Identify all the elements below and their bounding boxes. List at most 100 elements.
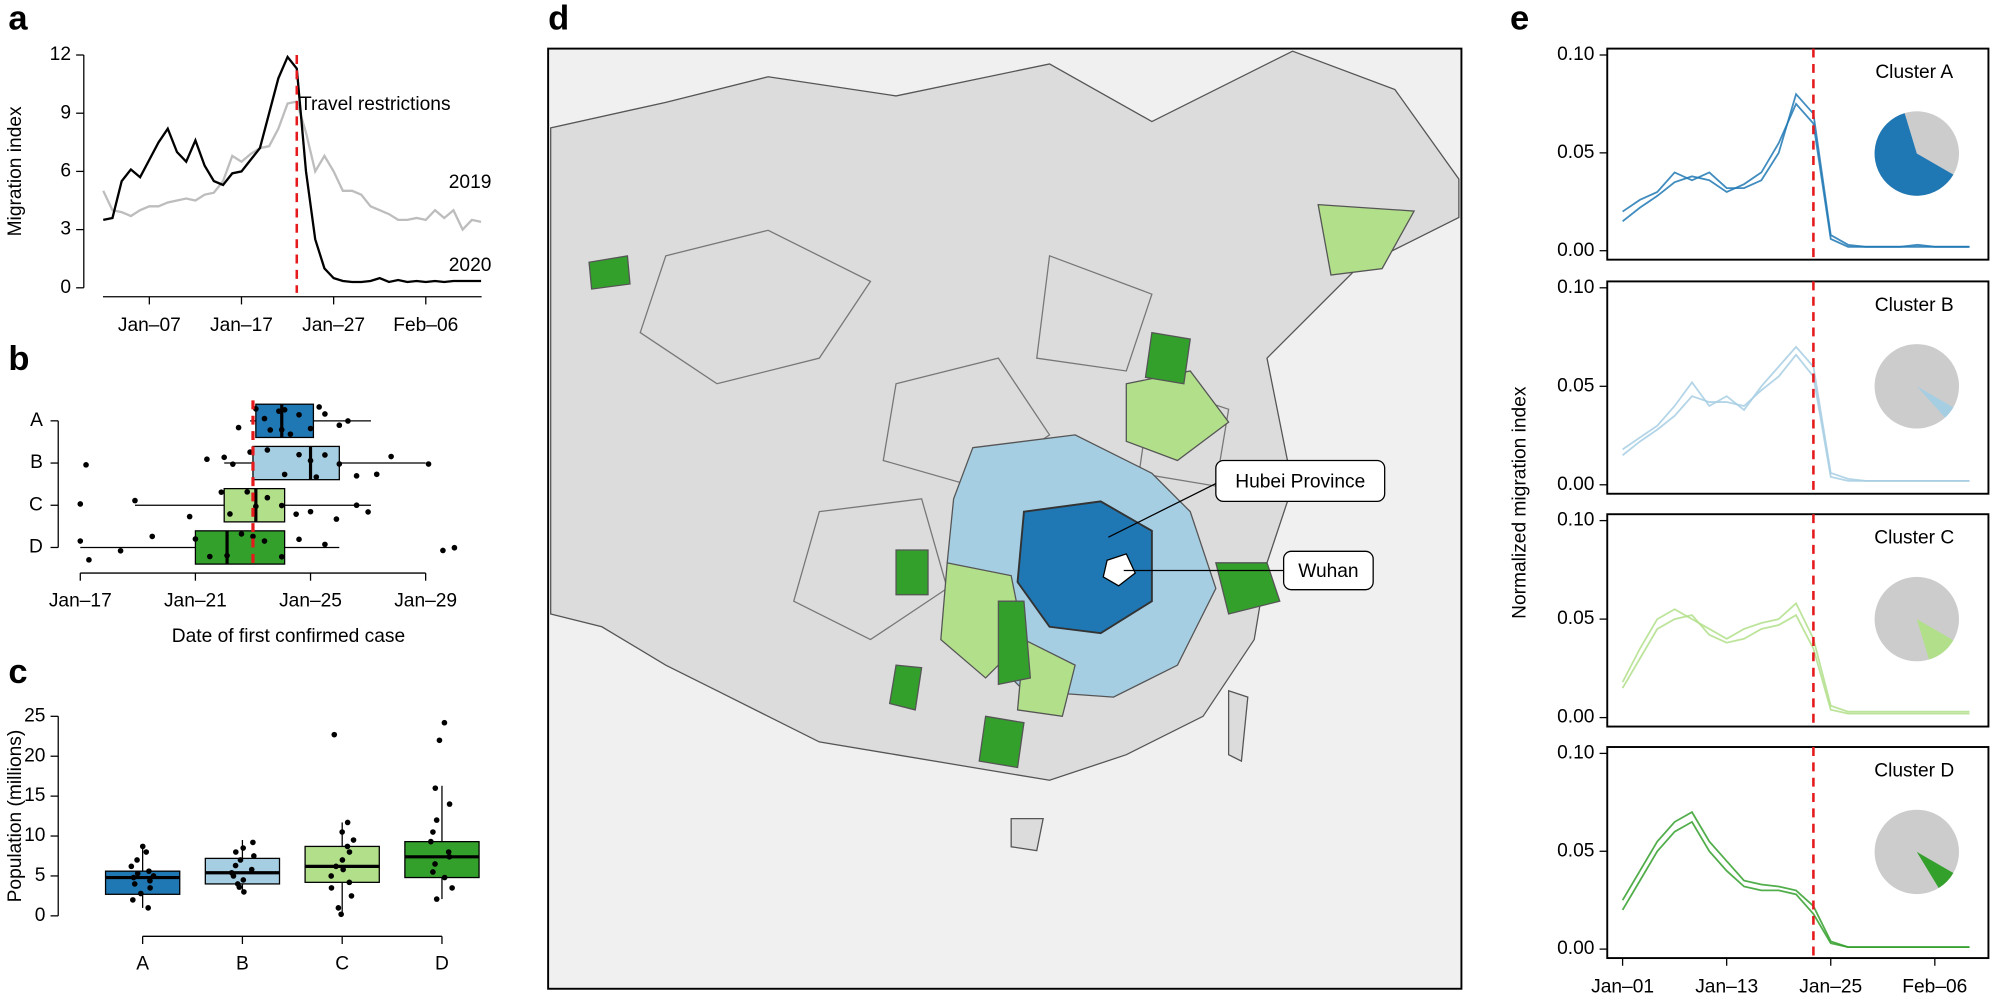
data-point [365,509,371,515]
series-line [1621,601,1970,713]
data-point [261,538,268,544]
panel-letter: d [548,0,569,38]
series-line [1622,353,1970,482]
x-tick-label: Jan–21 [164,590,227,611]
panel-frame [1606,280,1990,495]
series-label: 2019 [449,172,492,193]
data-point [130,874,137,881]
y-tick-label: 3 [60,219,71,240]
data-point [338,911,344,918]
data-point [287,431,294,437]
data-point [204,456,210,463]
data-point [322,541,328,548]
region-hubei [1016,500,1153,635]
data-point [350,837,357,843]
pie-slice [1916,386,1954,418]
data-point [346,879,353,886]
data-point [281,406,288,413]
data-point [218,489,225,495]
data-point [340,866,346,873]
panel-letter: e [1510,0,1529,38]
data-point [344,843,351,850]
data-point [130,897,136,903]
y-tick-label: 0.10 [1557,277,1594,298]
data-point [428,838,434,845]
data-point [137,890,144,897]
data-point [307,425,314,432]
data-point [307,457,314,464]
data-point [446,801,453,807]
y-tick-label: 25 [24,705,45,726]
data-point [234,881,241,887]
data-point [388,453,394,460]
data-point [240,845,246,851]
data-point [436,737,443,744]
data-point [328,885,335,891]
x-tick-label: Jan–07 [118,315,181,336]
data-point [353,502,360,509]
data-point [333,516,340,522]
data-point [248,866,255,873]
data-point [147,877,153,884]
data-point [192,536,199,542]
data-point [336,461,343,467]
data-point [432,861,438,867]
y-tick-label: 0.10 [1557,510,1594,531]
data-point [237,857,244,863]
y-tick-label: 5 [35,865,46,886]
box [304,845,380,883]
data-point [250,533,256,540]
map-annotation: Hubei Province [1235,471,1365,492]
x-tick-label: Jan–01 [1591,977,1654,998]
data-point [276,408,282,414]
data-point [146,868,152,874]
data-point [446,853,453,860]
data-point [267,427,274,433]
data-point [134,857,140,863]
region-cluster-d [588,255,1281,769]
data-point [440,547,446,554]
data-point [117,547,124,554]
data-point [230,461,236,467]
panel-letter: c [8,653,27,691]
data-point [206,553,213,560]
data-point [333,863,339,870]
panel-title: Cluster B [1875,295,1954,316]
series-line [1622,92,1970,248]
y-tick-label: 0.10 [1557,742,1594,763]
data-point [373,471,380,478]
category-label: C [29,494,43,515]
data-point [433,896,440,902]
data-point [307,508,314,515]
y-tick-label: 0.00 [1557,938,1594,959]
reference-label: Travel restrictions [300,94,451,115]
data-point [339,829,345,835]
map: Hubei Province Wuhan d [547,0,1463,990]
data-point [278,426,285,433]
data-point [147,885,153,891]
data-point [345,418,351,424]
data-point [430,869,436,875]
data-point [264,447,271,453]
data-point [238,531,245,537]
data-point [296,451,302,458]
series-line [1622,102,1970,248]
data-point [232,849,239,855]
data-point [433,817,440,823]
region-wuhan [1102,553,1137,587]
data-point [86,557,92,563]
pie-slice [1874,113,1954,196]
data-point [322,452,328,458]
data-point [316,404,322,410]
y-axis-label: Normalized migration index [1509,386,1530,619]
panel-frame [1606,746,1990,960]
y-tick-label: 0.05 [1557,375,1594,396]
data-point [132,497,138,504]
panel-title: Cluster D [1874,760,1954,781]
data-point [139,843,146,850]
data-point [346,849,353,855]
data-point [134,870,141,877]
y-tick-label: 20 [24,745,45,766]
y-axis-label: Migration index [5,106,26,236]
